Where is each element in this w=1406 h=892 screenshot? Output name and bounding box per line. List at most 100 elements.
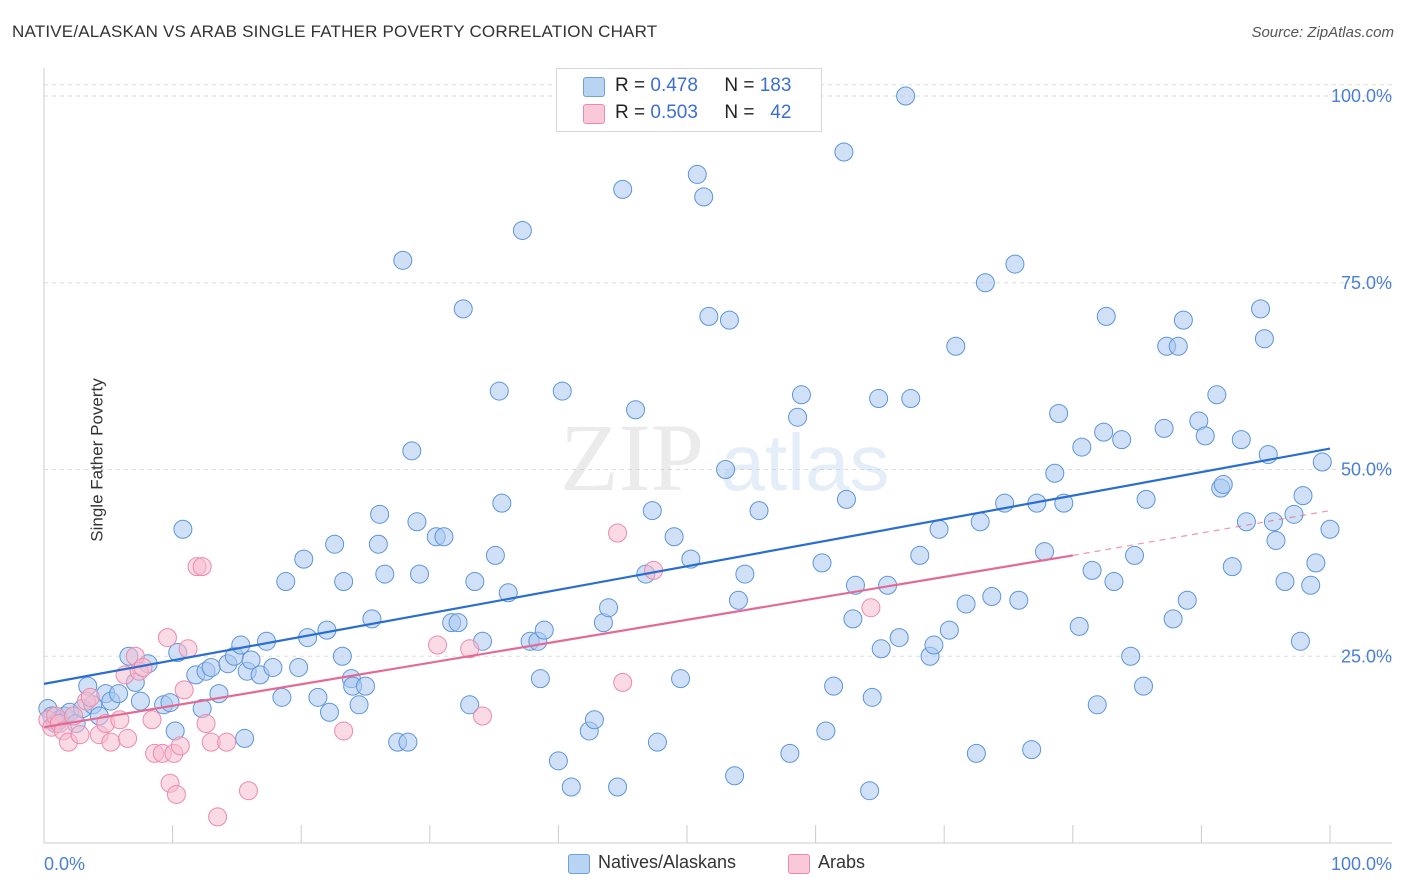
data-point-arabs [170, 736, 190, 756]
data-point-natives [289, 657, 309, 677]
data-point-natives [608, 777, 628, 797]
data-point-natives [728, 590, 748, 610]
r-value-natives: 0.478 [650, 75, 698, 96]
data-point-natives [1094, 422, 1114, 442]
trend-line-natives [43, 447, 1331, 685]
data-point-arabs [608, 523, 628, 543]
data-point-natives [791, 385, 811, 405]
data-point-natives [843, 609, 863, 629]
data-point-natives [1195, 426, 1215, 446]
data-point-natives [1005, 254, 1025, 274]
data-point-natives [725, 766, 745, 786]
natives-legend-swatch [568, 854, 590, 874]
data-point-natives [687, 164, 707, 184]
data-point-natives [1231, 430, 1251, 450]
data-point-arabs [178, 639, 198, 659]
data-point-natives [294, 549, 314, 569]
data-point-natives [1177, 590, 1197, 610]
data-point-natives [489, 381, 509, 401]
data-point-arabs [334, 721, 354, 741]
data-point-natives [975, 273, 995, 293]
correlation-legend: R = 0.478 N = 183 R = 0.503 N = 42 [556, 68, 822, 132]
data-point-natives [966, 743, 986, 763]
data-point-natives [1254, 329, 1274, 349]
data-point-natives [109, 684, 129, 704]
data-point-natives [534, 620, 554, 640]
data-point-natives [173, 519, 193, 539]
data-point-natives [910, 545, 930, 565]
arabs-swatch [583, 104, 605, 124]
data-point-natives [332, 646, 352, 666]
data-point-natives [788, 407, 808, 427]
source-label: Source: ZipAtlas.com [1251, 24, 1394, 41]
data-point-natives [1154, 418, 1174, 438]
data-point-natives [599, 598, 619, 618]
data-point-natives [824, 676, 844, 696]
n-value-arabs: 42 [770, 102, 792, 123]
data-point-arabs [196, 713, 216, 733]
data-point-natives [664, 527, 684, 547]
data-point-natives [375, 564, 395, 584]
data-point-natives [812, 553, 832, 573]
data-point-natives [263, 657, 283, 677]
data-point-natives [1104, 572, 1124, 592]
data-point-natives [465, 572, 485, 592]
data-point-natives [647, 732, 667, 752]
data-point-natives [1087, 695, 1107, 715]
x-tick-label: 0.0% [44, 854, 85, 874]
data-point-natives [1125, 545, 1145, 565]
data-point-natives [1069, 616, 1089, 636]
data-point-natives [334, 572, 354, 592]
data-point-natives [816, 721, 836, 741]
data-point-natives [1134, 676, 1154, 696]
data-point-natives [460, 695, 480, 715]
watermark-atlas: atlas [721, 418, 890, 507]
data-point-natives [1096, 306, 1116, 326]
arabs-legend-label: Arabs [818, 852, 866, 872]
data-point-natives [272, 687, 292, 707]
data-point-arabs [473, 706, 493, 726]
data-point-natives [370, 504, 390, 524]
data-point-natives [896, 86, 916, 106]
data-point-natives [613, 179, 633, 199]
data-point-natives [1173, 310, 1193, 330]
y-tick-label: 75.0% [1341, 273, 1392, 293]
data-point-natives [1293, 486, 1313, 506]
data-point-natives [1251, 299, 1271, 319]
data-point-natives [956, 594, 976, 614]
data-point-arabs [174, 680, 194, 700]
r-value-arabs: 0.503 [650, 102, 698, 123]
data-point-natives [241, 650, 261, 670]
data-point-natives [368, 534, 388, 554]
data-point-arabs [192, 557, 212, 577]
y-tick-label: 50.0% [1341, 460, 1392, 480]
data-point-natives [694, 187, 714, 207]
data-point-natives [834, 142, 854, 162]
data-point-natives [719, 310, 739, 330]
data-point-natives [584, 710, 604, 730]
data-point-natives [1136, 489, 1156, 509]
data-point-natives [561, 777, 581, 797]
data-point-arabs [70, 725, 90, 745]
data-point-natives [325, 534, 345, 554]
data-point-natives [356, 676, 375, 696]
y-tick-label: 100.0% [1331, 86, 1392, 106]
data-point-natives [1082, 560, 1102, 580]
data-point-natives [1163, 609, 1183, 629]
data-point-natives [231, 635, 251, 655]
data-point-natives [642, 501, 662, 521]
data-point-natives [982, 586, 1002, 606]
r-label: R = [615, 102, 646, 123]
x-tick-label: 100.0% [1331, 854, 1392, 874]
n-value-natives: 183 [759, 75, 792, 96]
data-point-arabs [217, 732, 237, 752]
data-point-natives [671, 669, 691, 689]
data-point-arabs [142, 710, 162, 730]
natives-legend-label: Natives/Alaskans [598, 852, 737, 872]
data-point-natives [970, 512, 990, 532]
data-point-natives [276, 572, 296, 592]
data-point-natives [160, 693, 180, 713]
data-point-natives [448, 613, 468, 633]
n-label: N = [724, 75, 755, 96]
